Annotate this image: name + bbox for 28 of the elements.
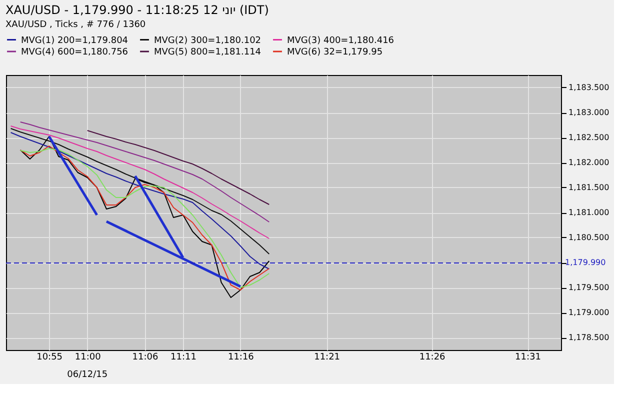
legend-label: MVG(2) 300=1,180.102 [154,36,262,46]
x-tick-label: 11:16 [228,352,254,362]
x-tick-label: 11:21 [314,352,340,362]
y-tick-label: 1,179.500 [568,283,610,292]
legend-label: MVG(1) 200=1,179.804 [21,36,128,46]
legend-label: MVG(5) 800=1,181.114 [154,48,262,58]
x-tick-label: 10:55 [36,352,63,362]
x-tick-label: 11:06 [132,352,158,362]
legend-label: MVG(6) 32=1,179.95 [287,48,383,58]
text: 06/12/15 [67,370,108,380]
y-tick-label: 1,179.000 [568,308,610,317]
chart-subtitle: XAU/USD , Ticks , # 776 / 1360 [6,20,146,30]
legend-label: MVG(3) 400=1,180.416 [287,36,394,46]
legend-label: MVG(4) 600=1,180.756 [21,48,128,58]
x-tick-label: 11:11 [170,352,196,362]
y-tick-label: 1,183.000 [568,108,610,117]
x-tick-label: 11:00 [74,352,102,362]
y-tick-label: 1,183.500 [568,83,610,92]
x-tick-label: 11:26 [419,352,446,362]
y-tick-label: 1,181.500 [568,183,610,192]
y-tick-label: 1,182.500 [568,133,610,142]
y-tick-label: 1,180.500 [568,233,610,242]
y-tick-label: 1,181.000 [568,208,610,217]
chart-title: XAU/USD - 1,179.990 - 11:18:25 12 יוני (IDT) [6,3,269,17]
y-tick-label: 1,182.000 [568,158,610,167]
x-tick-label: 11:31 [515,352,541,362]
ref-line-label: 1,179.990 [565,258,606,267]
y-tick-label: 1,178.500 [568,333,610,342]
